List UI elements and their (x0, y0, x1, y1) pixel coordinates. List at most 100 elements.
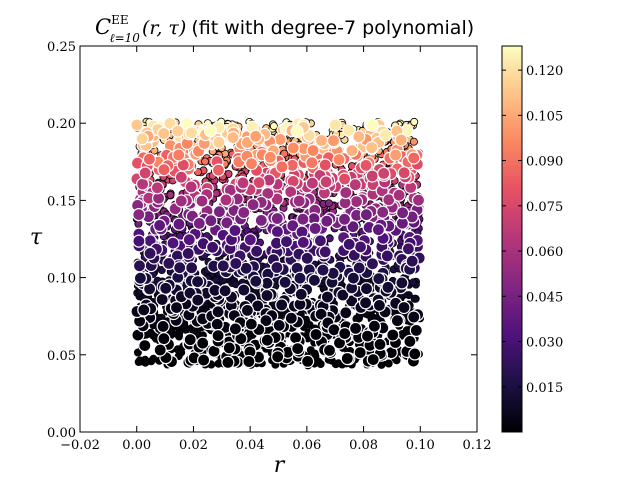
data-point (210, 317, 224, 331)
data-point (206, 240, 220, 254)
data-point (342, 237, 356, 251)
data-point (137, 303, 151, 317)
data-point (409, 137, 418, 146)
data-point (278, 275, 292, 289)
data-point (132, 234, 146, 248)
data-point (155, 292, 169, 307)
data-point (345, 144, 359, 158)
data-point (338, 327, 352, 341)
data-point (325, 234, 334, 243)
data-point (260, 288, 274, 303)
data-point (143, 246, 157, 260)
data-point (169, 301, 184, 315)
data-point (270, 225, 284, 239)
data-point (381, 280, 395, 294)
colorbar-tick-label: 0.075 (526, 200, 563, 215)
data-point (201, 157, 210, 166)
data-point (301, 354, 315, 368)
data-point (373, 337, 387, 351)
data-point (403, 334, 417, 348)
data-point (181, 246, 195, 261)
x-tick-label: −0.02 (60, 438, 100, 453)
y-tick-label: 0.00 (47, 426, 76, 441)
x-tick-label: 0.12 (463, 438, 492, 453)
data-point (405, 254, 419, 268)
data-point (408, 347, 422, 361)
data-point (380, 249, 394, 263)
data-point (376, 205, 390, 219)
data-point (352, 314, 361, 323)
data-point (249, 274, 263, 288)
data-point (149, 354, 158, 363)
data-point (197, 353, 211, 367)
data-point (292, 194, 306, 208)
data-point (240, 303, 254, 317)
data-point (204, 214, 218, 228)
data-point (221, 355, 235, 369)
data-point (219, 193, 233, 207)
x-tick-label: 0.02 (179, 438, 208, 453)
y-axis-label: τ (30, 225, 43, 250)
data-point (306, 143, 320, 158)
colorbar-tick-label: 0.105 (526, 109, 563, 124)
data-point (157, 332, 171, 346)
data-point (300, 251, 314, 265)
data-point (135, 132, 149, 146)
data-point (156, 319, 170, 333)
data-point (211, 329, 225, 343)
data-point (192, 216, 206, 230)
data-point (384, 359, 393, 368)
data-point (132, 259, 147, 273)
data-point (407, 151, 421, 165)
data-point (150, 332, 159, 341)
data-point (367, 319, 381, 333)
data-point (166, 236, 180, 250)
data-point (280, 149, 289, 158)
data-point (150, 181, 164, 195)
chart-title: CEE ℓ=10 (r, τ) (fit with degree-7 polynomi… (95, 13, 474, 45)
scatter-points (130, 116, 426, 370)
data-point (242, 354, 256, 369)
data-point (394, 133, 408, 147)
data-point (182, 233, 196, 247)
data-point (211, 305, 225, 319)
data-point (185, 261, 199, 275)
data-point (195, 194, 209, 208)
data-point (229, 256, 243, 271)
data-point (275, 160, 289, 174)
data-point (340, 351, 354, 366)
data-point (159, 281, 173, 295)
data-point (136, 177, 150, 191)
data-point (336, 288, 350, 302)
data-point (252, 176, 266, 190)
data-point (314, 357, 323, 366)
colorbar-tick-label: 0.015 (526, 381, 563, 396)
data-point (352, 261, 366, 275)
y-axis: 0.00 0.05 0.10 0.15 0.20 0.25 (47, 40, 477, 441)
data-point (337, 212, 352, 226)
y-tick-label: 0.15 (47, 194, 76, 209)
colorbar-tick-label: 0.045 (526, 290, 563, 305)
data-point (318, 245, 332, 259)
data-point (218, 284, 232, 298)
data-point (365, 118, 379, 132)
data-point (398, 329, 407, 338)
data-point (386, 328, 400, 342)
data-point (175, 332, 184, 341)
y-tick-label: 0.20 (47, 117, 76, 132)
data-point (203, 124, 218, 138)
data-point (349, 321, 363, 335)
data-point (173, 261, 187, 275)
data-point (220, 216, 234, 230)
data-point (397, 300, 411, 315)
data-point (324, 199, 333, 208)
data-point (249, 129, 263, 143)
data-point (141, 355, 150, 364)
data-point (326, 134, 341, 148)
data-point (237, 283, 251, 297)
title-superscript: EE (111, 13, 129, 27)
data-point (392, 188, 406, 202)
data-point (286, 219, 300, 233)
data-point (153, 343, 167, 357)
